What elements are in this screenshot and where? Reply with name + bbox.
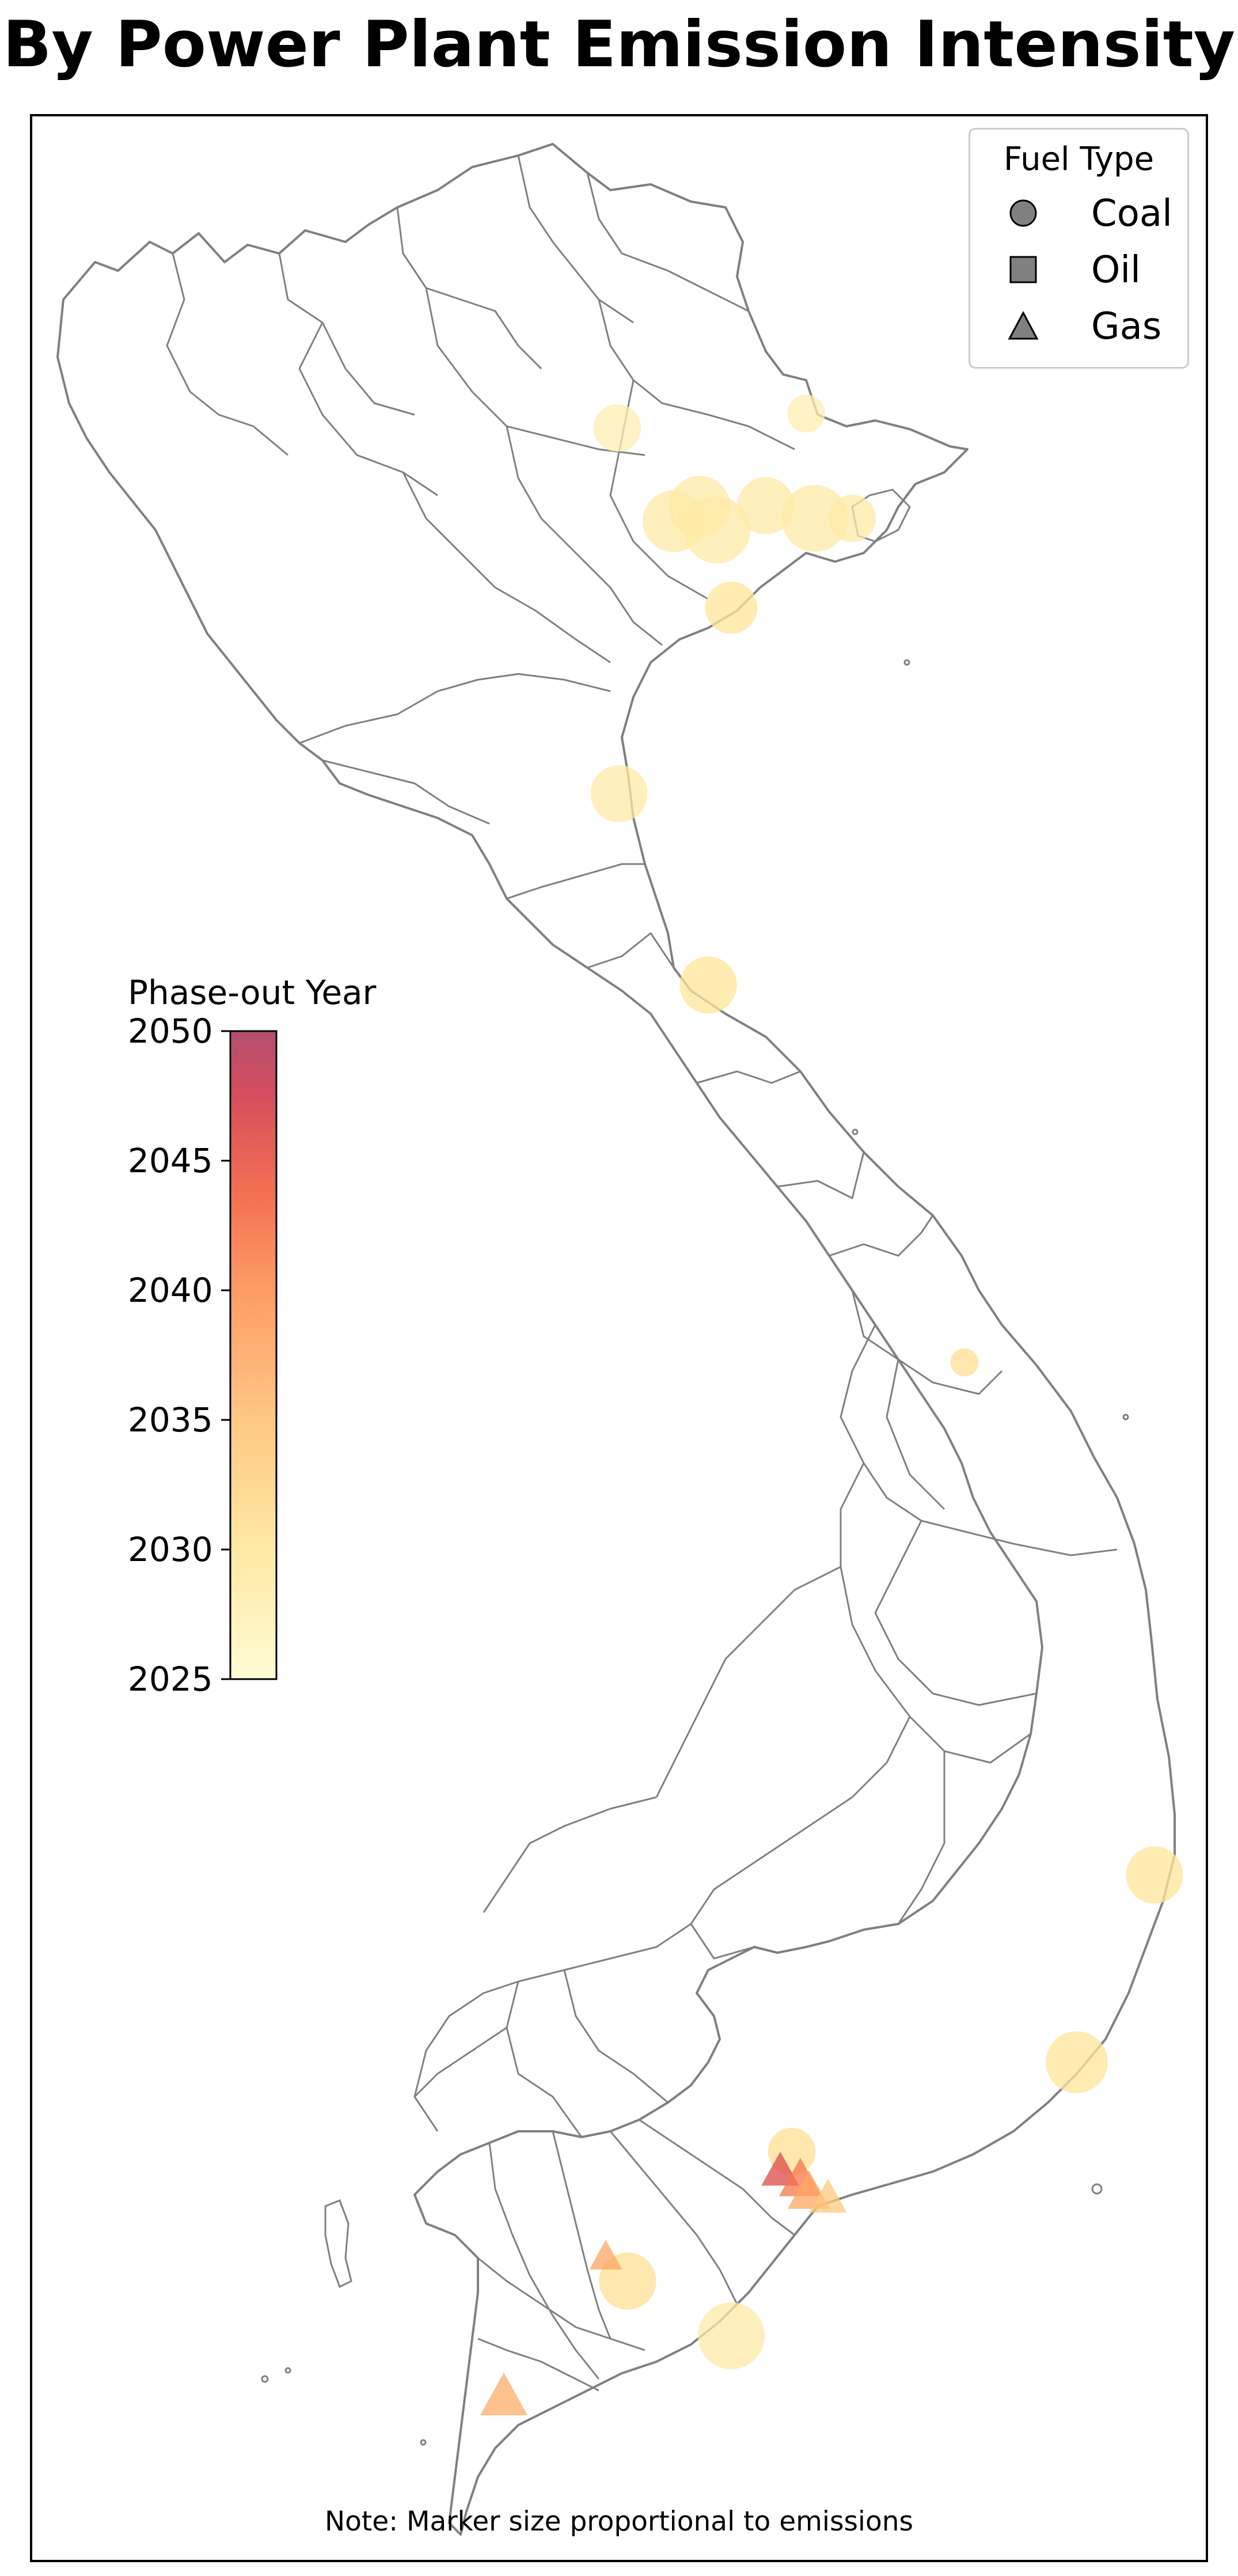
gas-plant-marker — [589, 2240, 622, 2270]
island-dot — [420, 2439, 427, 2446]
province-border — [299, 673, 611, 744]
colorbar-tick-label: 2045 — [128, 1141, 213, 1180]
legend-item-oil: Oil — [970, 244, 1187, 296]
province-border — [586, 172, 749, 312]
province-border — [690, 1865, 755, 1960]
colorbar-tick-label: 2025 — [128, 1660, 213, 1699]
province-border — [655, 1566, 841, 1798]
province-border — [897, 1751, 945, 1925]
colorbar-tick-label: 2040 — [128, 1271, 213, 1310]
legend-item-coal: Coal — [970, 187, 1187, 239]
legend-label: Coal — [1091, 192, 1172, 235]
province-border — [402, 472, 611, 664]
province-border — [829, 1215, 934, 1257]
chart-title: By Power Plant Emission Intensity — [2, 7, 1236, 82]
province-border — [639, 2119, 795, 2236]
province-border — [322, 759, 490, 825]
province-border — [840, 1324, 1118, 1556]
province-border — [488, 2142, 600, 2380]
province-border — [748, 1716, 911, 1867]
province-border — [851, 1290, 1003, 1395]
gas-plant-marker — [809, 2179, 847, 2213]
gas-plant-marker — [480, 2372, 528, 2415]
colorbar-tick-label: 2035 — [128, 1400, 213, 1439]
province-borders — [166, 155, 1118, 2392]
province-border — [587, 932, 675, 969]
island-dot — [1122, 1414, 1129, 1420]
colorbar-gradient — [229, 1030, 278, 1680]
island-dot — [903, 659, 910, 666]
province-border — [696, 1070, 801, 1084]
colorbar-tick-label: 2030 — [128, 1530, 213, 1569]
coal-plant-marker — [698, 2302, 765, 2369]
island-dot — [852, 1128, 859, 1135]
map-frame — [30, 114, 1208, 2562]
province-border — [477, 2257, 645, 2351]
province-border — [396, 207, 542, 370]
province-border — [598, 299, 795, 450]
coal-plant-marker — [679, 956, 737, 1014]
province-border — [506, 1981, 583, 2138]
triangle-icon — [1008, 310, 1039, 340]
province-border — [477, 2338, 599, 2392]
note-text: Note: Marker size proportional to emissi… — [324, 2506, 914, 2537]
coal-plant-marker — [643, 490, 705, 552]
province-border — [278, 253, 415, 416]
legend-label: Oil — [1091, 249, 1141, 291]
province-border — [413, 2026, 507, 2098]
gas-plant-marker — [761, 2151, 799, 2186]
province-border — [609, 2131, 738, 2305]
colorbar — [221, 1030, 278, 1680]
coal-plant-marker — [950, 1348, 979, 1377]
colorbar-tick-label: 2050 — [128, 1012, 213, 1051]
legend-label: Gas — [1091, 305, 1162, 348]
circle-icon — [1009, 199, 1037, 227]
province-border — [840, 1463, 1031, 1764]
province-border — [886, 1359, 945, 1510]
province-border — [483, 1796, 657, 1913]
phu-quoc-island — [324, 2199, 352, 2289]
province-border — [298, 322, 438, 497]
coal-plant-marker — [590, 765, 648, 823]
island-dot — [1091, 2183, 1103, 2195]
coal-plant-marker — [705, 581, 758, 634]
vietnam-outline — [56, 143, 1176, 2536]
province-border — [166, 253, 288, 456]
province-border — [517, 155, 634, 324]
colorbar-ticks — [221, 1030, 230, 1680]
island-dot — [261, 2375, 269, 2383]
province-border — [777, 1151, 865, 1199]
islands — [261, 488, 1129, 2446]
coal-plant-marker — [781, 485, 848, 552]
province-border — [552, 2131, 612, 2339]
legend: Fuel Type Coal Oil Gas — [969, 128, 1189, 369]
province-border — [506, 863, 645, 900]
coal-plant-marker — [828, 494, 876, 543]
province-border — [874, 1520, 1037, 1706]
legend-title: Fuel Type — [1003, 141, 1155, 178]
province-border — [563, 1969, 669, 2104]
colorbar-title: Phase-out Year — [128, 973, 377, 1012]
coal-plant-marker — [593, 404, 641, 452]
island-dot — [284, 2367, 291, 2374]
coal-plant-marker — [1046, 2031, 1108, 2093]
square-icon — [1009, 256, 1037, 283]
coal-plant-marker — [1126, 1846, 1183, 1904]
province-border — [413, 1923, 692, 2132]
legend-item-gas: Gas — [970, 300, 1187, 352]
coal-plant-marker — [787, 395, 825, 433]
coal-plant-marker — [737, 477, 795, 535]
province-border — [506, 426, 663, 646]
country-outline — [56, 143, 1176, 2536]
plant-markers — [480, 395, 1183, 2415]
